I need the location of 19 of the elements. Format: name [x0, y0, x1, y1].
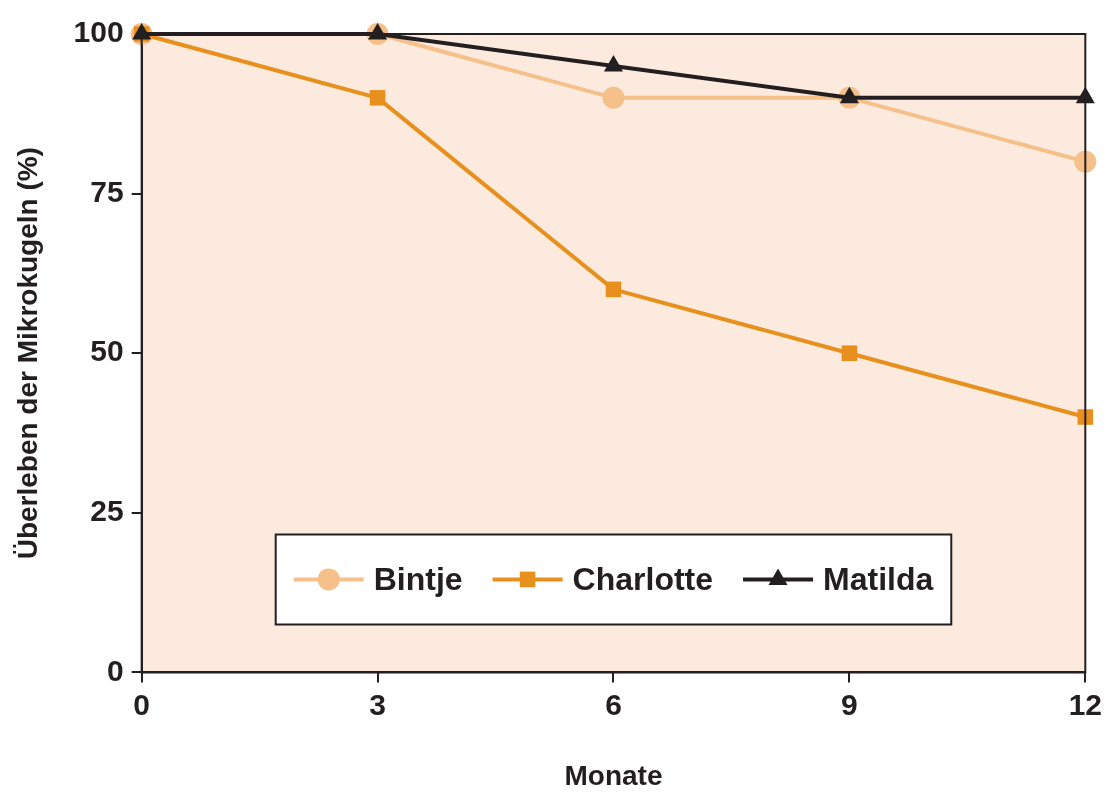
y-tick-label: 0 [106, 653, 124, 687]
legend-label: Charlotte [572, 561, 714, 598]
y-tick-label: 100 [73, 15, 124, 49]
x-tick-label: 0 [133, 687, 150, 721]
y-tick-label: 50 [90, 334, 124, 368]
y-tick-label: 25 [90, 494, 124, 528]
x-tick-label: 3 [369, 687, 386, 721]
x-tick-label: 6 [605, 687, 622, 721]
x-tick-label: 9 [841, 687, 858, 721]
x-tick-label: 12 [1068, 687, 1102, 721]
y-axis-title: Überleben der Mikrokugeln (%) [11, 147, 43, 560]
legend-label: Matilda [823, 561, 934, 598]
point [605, 281, 622, 298]
point [602, 86, 625, 109]
point [369, 90, 386, 106]
y-tick-label: 75 [90, 174, 124, 208]
legend-label: Bintje [373, 561, 463, 598]
x-axis-title: Monate [564, 759, 663, 791]
point [841, 345, 858, 361]
